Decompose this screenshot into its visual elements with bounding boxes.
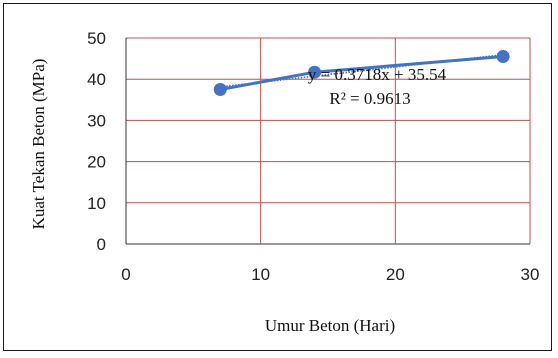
data-point-7 [213, 83, 227, 96]
x-tick-label-20: 20 [386, 265, 405, 284]
x-axis-title: Umur Beton (Hari) [265, 316, 395, 335]
x-tick-label-0: 0 [121, 265, 130, 284]
data-points [213, 50, 510, 96]
trendline-r-squared: R² = 0.9613 [329, 89, 410, 108]
data-point-28 [496, 50, 510, 64]
trendline-equation: y = 0.3718x + 35.54 [308, 65, 447, 84]
y-tick-label-10: 10 [87, 194, 106, 213]
y-tick-label-30: 30 [87, 111, 106, 130]
y-tick-label-0: 0 [97, 235, 106, 254]
y-tick-label-20: 20 [87, 153, 106, 172]
data-point-14 [308, 65, 322, 79]
x-tick-labels: 0 10 20 30 [121, 265, 539, 284]
y-tick-labels: 0 10 20 30 40 50 [87, 29, 106, 254]
y-tick-label-40: 40 [87, 70, 106, 89]
x-tick-label-30: 30 [521, 265, 540, 284]
y-tick-label-50: 50 [87, 29, 106, 48]
grid-lines [125, 37, 531, 245]
x-tick-label-10: 10 [251, 265, 270, 284]
y-axis-title: Kuat Tekan Beton (MPa) [29, 59, 48, 230]
